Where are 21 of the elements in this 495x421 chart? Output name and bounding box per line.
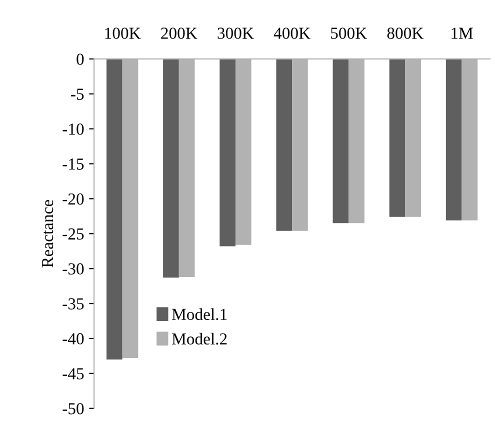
x-tick-label: 300K — [218, 28, 254, 39]
y-tick-label: -20 — [62, 193, 84, 205]
x-tick-label: 800K — [387, 28, 424, 39]
legend-label: Model.1 — [172, 308, 227, 320]
y-tick-label: -30 — [62, 263, 84, 275]
x-tick-label: 200K — [161, 28, 198, 39]
x-tick-label: 500K — [331, 28, 367, 39]
x-tick-label: 1M — [452, 28, 473, 39]
x-tick-label: 100K — [105, 28, 141, 39]
y-tick-label: -40 — [62, 333, 84, 344]
legend-label: Model.2 — [172, 332, 227, 345]
y-tick-label: -25 — [62, 228, 84, 240]
y-tick-label: -5 — [71, 88, 84, 100]
x-tick-label: 400K — [274, 28, 310, 39]
y-tick-label: -15 — [62, 158, 84, 170]
y-tick-label: -50 — [62, 403, 84, 414]
y-tick-label: -35 — [62, 298, 84, 310]
y-tick-label: -45 — [62, 368, 84, 380]
y-axis-title: Reactance — [42, 200, 54, 268]
y-tick-label: 0 — [76, 54, 84, 65]
y-tick-label: -10 — [62, 124, 84, 135]
